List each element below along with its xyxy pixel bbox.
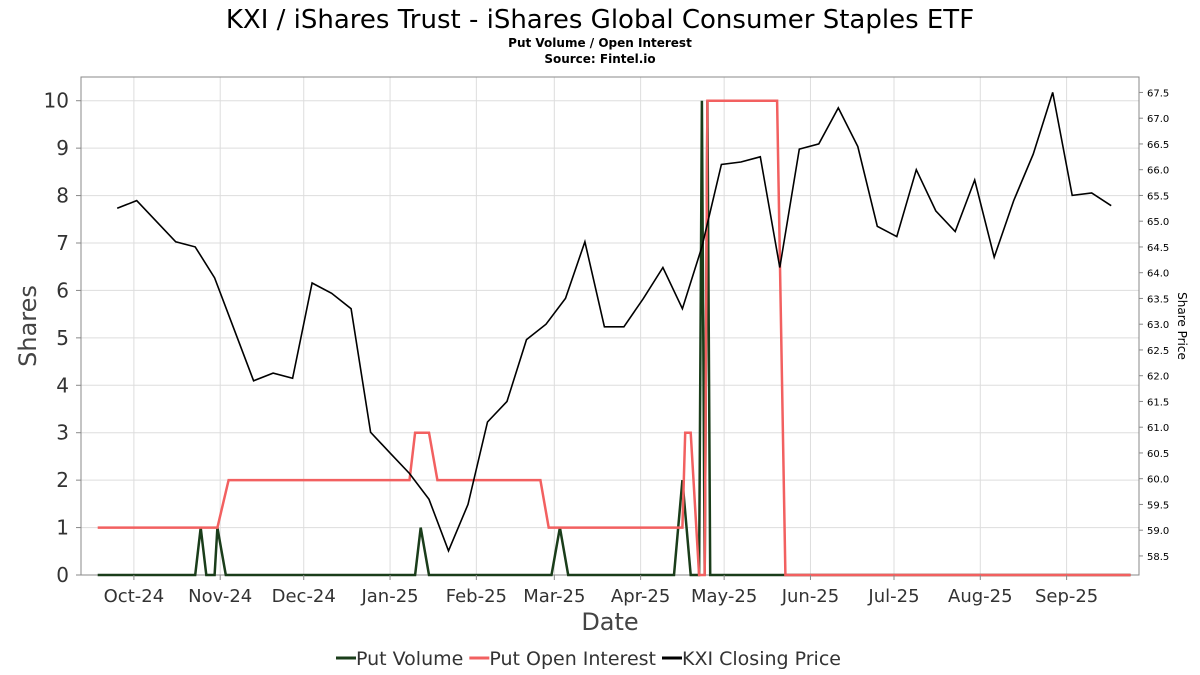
x-tick-label: Apr-25	[611, 586, 670, 607]
x-tick-label: Mar-25	[523, 586, 585, 607]
left-axis-ticks: 0 1 2 3 4 5 6 7 8 9 10	[44, 89, 81, 587]
chart-source: Source: Fintel.io	[544, 52, 655, 66]
x-tick-label: Sep-25	[1035, 586, 1098, 607]
legend-label: KXI Closing Price	[682, 648, 841, 670]
left-tick-label: 3	[56, 421, 69, 445]
legend-label: Put Open Interest	[489, 648, 656, 670]
x-tick-label: Jun-25	[781, 586, 840, 607]
chart-subtitle: Put Volume / Open Interest	[508, 36, 692, 50]
right-tick-label: 59.5	[1147, 500, 1169, 511]
right-tick-label: 67.0	[1147, 114, 1169, 125]
right-tick-label: 61.0	[1147, 423, 1169, 434]
kxi-closing-price-line	[116, 92, 1112, 553]
right-tick-label: 59.0	[1147, 526, 1169, 537]
left-tick-label: 9	[56, 136, 69, 160]
left-tick-label: 6	[56, 278, 69, 302]
legend-label: Put Volume	[356, 648, 463, 670]
x-tick-label: Aug-25	[948, 586, 1013, 607]
x-tick-label: Feb-25	[446, 586, 507, 607]
right-tick-label: 61.5	[1147, 397, 1169, 408]
right-tick-label: 65.0	[1147, 217, 1169, 228]
x-tick-label: May-25	[691, 586, 757, 607]
right-tick-label: 65.5	[1147, 191, 1169, 202]
left-tick-label: 4	[56, 373, 69, 397]
x-tick-label: Dec-24	[272, 586, 336, 607]
left-tick-label: 5	[56, 326, 69, 350]
left-tick-label: 7	[56, 231, 69, 255]
right-tick-label: 64.5	[1147, 243, 1169, 254]
right-tick-label: 63.5	[1147, 294, 1169, 305]
right-axis-title: Share Price	[1175, 292, 1189, 360]
right-tick-label: 64.0	[1147, 269, 1169, 280]
right-tick-label: 62.0	[1147, 372, 1169, 383]
x-tick-label: Jul-25	[867, 586, 919, 607]
left-tick-label: 2	[56, 468, 69, 492]
put-open-interest-line	[97, 99, 1131, 577]
x-tick-label: Oct-24	[104, 586, 165, 607]
right-tick-label: 66.5	[1147, 140, 1169, 151]
x-tick-label: Nov-24	[188, 586, 252, 607]
series-lines	[97, 92, 1131, 577]
chart-title: KXI / iShares Trust - iShares Global Con…	[226, 5, 974, 35]
left-tick-label: 10	[44, 89, 69, 113]
right-tick-label: 66.0	[1147, 166, 1169, 177]
right-tick-label: 67.5	[1147, 88, 1169, 99]
left-axis-title: Shares	[14, 285, 42, 367]
right-tick-label: 60.5	[1147, 449, 1169, 460]
x-tick-label: Jan-25	[360, 586, 418, 607]
legend: Put Volume Put Open Interest KXI Closing P…	[336, 648, 841, 670]
left-tick-label: 0	[56, 563, 69, 587]
x-axis-title: Date	[581, 608, 638, 636]
right-tick-label: 62.5	[1147, 346, 1169, 357]
left-tick-label: 1	[56, 516, 69, 540]
right-tick-label: 58.5	[1147, 552, 1169, 563]
left-tick-label: 8	[56, 184, 69, 208]
right-tick-label: 60.0	[1147, 475, 1169, 486]
right-axis-ticks: 58.5 59.0 59.5 60.0 60.5 61.0 61.5 62.0 62.5 63.0…	[1139, 88, 1169, 563]
right-tick-label: 63.0	[1147, 320, 1169, 331]
put-volume-line	[97, 100, 1131, 577]
x-axis-ticks: Oct-24 Nov-24 Dec-24 Jan-25 Feb-25 Mar-25 Apr-…	[104, 575, 1098, 607]
